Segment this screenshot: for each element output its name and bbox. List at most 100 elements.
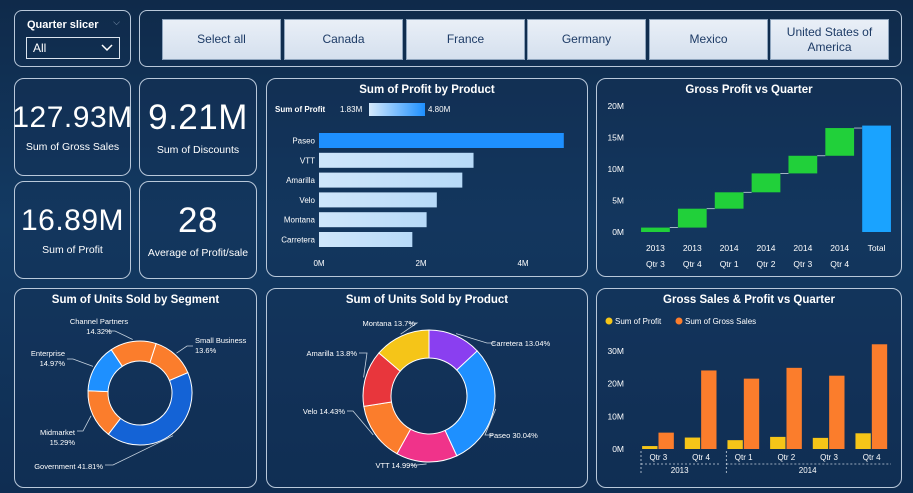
x-tick-label: Total [868, 243, 886, 253]
kpi-value: 9.21M [148, 98, 248, 137]
slice-label: Velo 14.43% [303, 407, 345, 416]
chart-profit-by-product: Sum of Profit by Product Sum of Profit 1.… [266, 78, 588, 277]
bar [812, 437, 829, 449]
x-tick-sublabel: Qtr 2 [757, 259, 776, 269]
chevron-down-icon[interactable]: ⌵ [113, 17, 120, 27]
legend-gradient [369, 103, 425, 116]
bar [743, 378, 760, 449]
leader-line [67, 358, 94, 367]
x-tick-sublabel: Qtr 1 [720, 259, 739, 269]
donut-slice [378, 329, 430, 372]
category-label: Amarilla [286, 176, 315, 185]
legend-marker [675, 317, 683, 325]
slice-label: Midmarket [40, 428, 76, 437]
bar [871, 344, 888, 449]
x-tick-sublabel: Qtr 4 [830, 259, 849, 269]
x-tick-label: Qtr 2 [777, 453, 795, 462]
y-tick-label: 0M [612, 227, 624, 237]
leader-line [359, 352, 368, 378]
legend-marker [605, 317, 613, 325]
legend-label: Sum of Profit [275, 105, 326, 114]
waterfall-bar [751, 173, 781, 193]
x-tick-label: 4M [517, 259, 528, 268]
donut-slice [444, 350, 496, 457]
kpi-label: Sum of Profit [42, 244, 103, 256]
kpi-value: 28 [178, 201, 218, 240]
country-button-usa[interactable]: United States of America [770, 19, 889, 60]
y-tick-label: 20M [607, 379, 624, 389]
category-label: Velo [299, 196, 315, 205]
country-slicer: Select all Canada France Germany Mexico … [139, 10, 902, 67]
x-tick-label: 2M [415, 259, 426, 268]
country-button-germany[interactable]: Germany [527, 19, 646, 60]
category-label: VTT [300, 156, 315, 165]
leader-line [455, 333, 495, 344]
slice-label: Carretera 13.04% [491, 339, 551, 348]
category-label: Carretera [281, 236, 315, 245]
quarter-slicer: Quarter slicer ⌵ All [14, 10, 131, 67]
country-button-mexico[interactable]: Mexico [649, 19, 768, 60]
slice-label: Paseo 30.04% [489, 431, 538, 440]
x-tick-label: 0M [313, 259, 324, 268]
total-bar [862, 125, 891, 232]
x-tick-label: 2013 [683, 243, 702, 253]
slice-pct: 14.97% [40, 359, 66, 368]
x-tick-label: 2014 [720, 243, 739, 253]
x-tick-label: Qtr 3 [820, 453, 838, 462]
donut-slice [107, 371, 193, 446]
bar [684, 437, 701, 449]
y-tick-label: 15M [607, 133, 624, 143]
waterfall-bar [825, 128, 855, 156]
waterfall-bar [641, 227, 670, 232]
x-tick-label: 2014 [757, 243, 776, 253]
bar [658, 432, 674, 449]
bar [642, 446, 658, 449]
y-tick-label: 10M [607, 164, 624, 174]
waterfall-bar [788, 155, 818, 174]
legend-label: Sum of Profit [615, 317, 662, 326]
x-tick-sublabel: Qtr 3 [646, 259, 665, 269]
profit-by-product-svg: Sum of Profit 1.83M 4.80M Paseo VTT Amarilla V… [275, 103, 564, 268]
legend-label: Sum of Gross Sales [685, 317, 756, 326]
slice-label: Channel Partners [70, 317, 129, 326]
x-tick-label: 2014 [830, 243, 849, 253]
dropdown-chevron-icon [101, 44, 113, 52]
slice-label: Enterprise [31, 349, 65, 358]
x-tick-sublabel: Qtr 3 [793, 259, 812, 269]
bar [319, 172, 463, 188]
slice-pct: 15.29% [50, 438, 76, 447]
x-tick-label: Qtr 1 [735, 453, 753, 462]
slicer-title: Quarter slicer [27, 19, 99, 31]
group-label: 2014 [799, 466, 817, 475]
slice-pct: 14.32% [86, 327, 112, 336]
leader-line [107, 330, 133, 340]
bar [770, 436, 786, 449]
slice-label: Amarilla 13.8% [307, 349, 358, 358]
category-label: Montana [284, 216, 316, 225]
chart-title: Sum of Units Sold by Product [345, 294, 509, 306]
kpi-discounts: 9.21M Sum of Discounts [139, 78, 257, 176]
x-tick-sublabel: Qtr 4 [683, 259, 702, 269]
waterfall-bar [677, 208, 707, 228]
leader-line [176, 345, 193, 354]
bar [829, 375, 845, 449]
country-button-select-all[interactable]: Select all [162, 19, 281, 60]
quarter-dropdown[interactable]: All [26, 37, 120, 59]
leader-line [411, 463, 427, 466]
bar [319, 212, 427, 228]
chart-title: Sum of Units Sold by Segment [51, 294, 220, 306]
waterfall-bar [714, 192, 744, 209]
country-button-canada[interactable]: Canada [284, 19, 403, 60]
country-button-france[interactable]: France [406, 19, 525, 60]
slice-label: Government 41.81% [34, 462, 103, 471]
x-tick-label: Qtr 4 [863, 453, 881, 462]
leader-line [105, 435, 174, 466]
legend-min-label: 1.83M [340, 105, 363, 114]
legend-max-label: 4.80M [428, 105, 451, 114]
kpi-avg-profit-per-sale: 28 Average of Profit/sale [139, 181, 257, 279]
leader-line [400, 322, 419, 335]
kpi-label: Sum of Gross Sales [25, 141, 120, 153]
y-tick-label: 20M [607, 101, 624, 111]
bar [319, 133, 564, 148]
kpi-profit: 16.89M Sum of Profit [14, 181, 131, 279]
